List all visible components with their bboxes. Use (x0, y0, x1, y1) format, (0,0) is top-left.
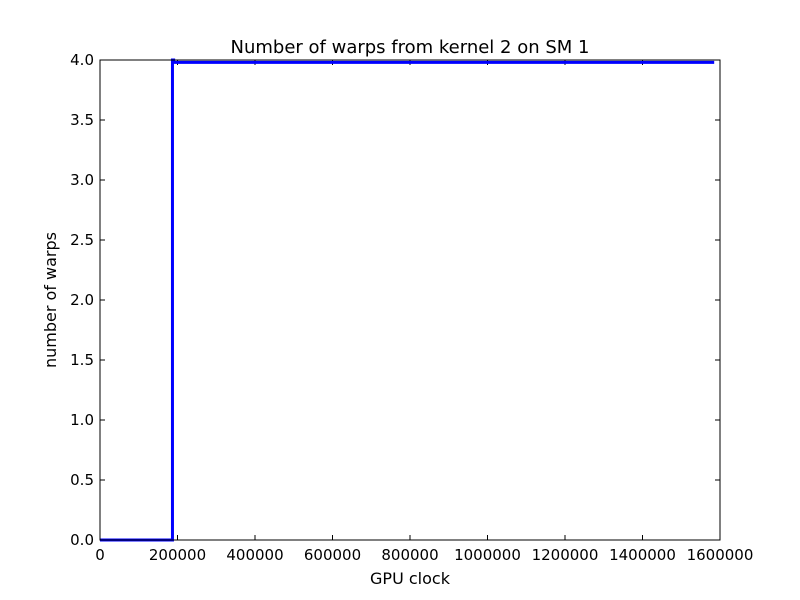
y-tick-label: 3.0 (70, 171, 94, 189)
series-layer (100, 58, 715, 542)
x-tick-label: 0 (95, 546, 105, 564)
y-tick-label: 1.0 (70, 411, 94, 429)
plot-frame (99, 59, 721, 541)
y-tick-label: 0.5 (70, 471, 94, 489)
chart-title: Number of warps from kernel 2 on SM 1 (231, 37, 590, 58)
y-tick-label: 3.5 (70, 111, 94, 129)
x-tick-label: 600000 (304, 546, 361, 564)
y-tick-label: 1.5 (70, 351, 94, 369)
x-tick-label: 1000000 (454, 546, 521, 564)
y-tick-label: 2.5 (70, 231, 94, 249)
x-axis-label: GPU clock (370, 569, 451, 588)
x-tick-label: 1400000 (609, 546, 676, 564)
y-tick-label: 2.0 (70, 291, 94, 309)
y-tick-label: 4.0 (70, 51, 94, 69)
x-tick-label: 1600000 (687, 546, 754, 564)
y-tick-label: 0.0 (70, 531, 94, 549)
x-tick-label: 800000 (381, 546, 438, 564)
series-line (100, 58, 715, 542)
x-tick-label: 400000 (226, 546, 283, 564)
y-axis-label: number of warps (41, 232, 60, 368)
x-tick-label: 1200000 (532, 546, 599, 564)
ticks-layer: 0 200000 400000 600000 800000 1000000 1200000 1… (70, 51, 753, 564)
x-tick-label: 200000 (149, 546, 206, 564)
